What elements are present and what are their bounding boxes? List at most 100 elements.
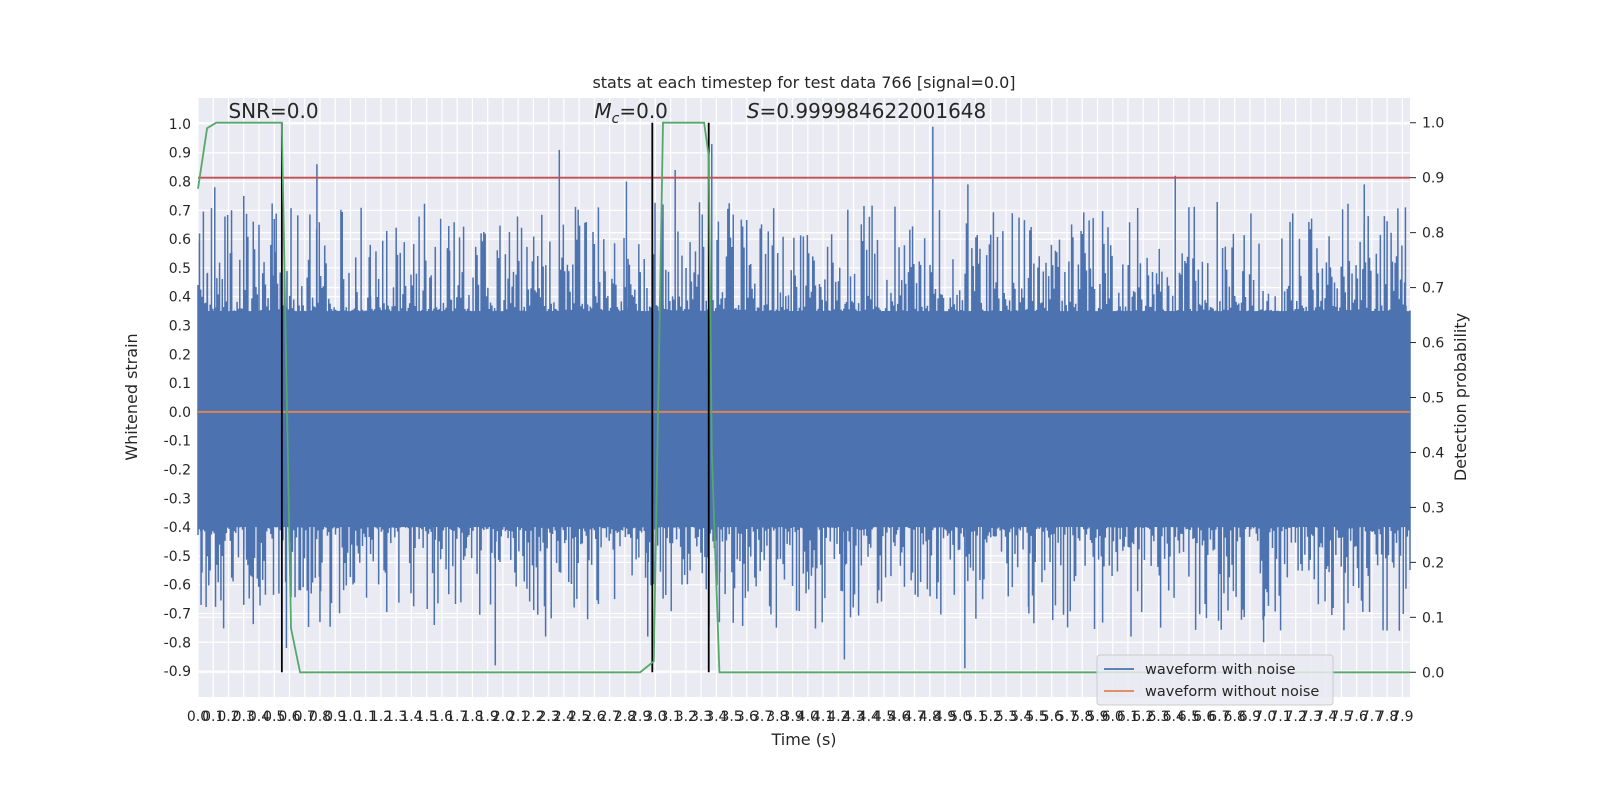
x-tick-label: 2.9 xyxy=(629,709,651,725)
y-tick-label: 0.2 xyxy=(169,347,191,363)
x-tick-label: 4.7 xyxy=(903,709,925,725)
x-tick-label: 5.2 xyxy=(980,709,1002,725)
x-tick-label: 2.3 xyxy=(538,709,560,725)
x-tick-label: 1.2 xyxy=(370,709,392,725)
x-tick-label: 3.9 xyxy=(781,709,803,725)
x-tick-label: 7.0 xyxy=(1254,709,1276,725)
y-tick-label: -0.4 xyxy=(164,520,191,536)
x-tick-label: 2.5 xyxy=(568,709,590,725)
annotation: S=0.999984622001648 xyxy=(747,99,986,123)
x-tick-label: 3.8 xyxy=(766,709,788,725)
x-tick-label: 4.9 xyxy=(934,709,956,725)
x-tick-label: 4.5 xyxy=(873,709,895,725)
x-tick-label: 5.0 xyxy=(949,709,971,725)
y2-tick-label: 0.1 xyxy=(1422,610,1444,626)
y2-axis-label: Detection probability xyxy=(1451,313,1470,481)
x-tick-label: 0.0 xyxy=(187,709,209,725)
x-tick-label: 5.5 xyxy=(1025,709,1047,725)
y-tick-label: 0.4 xyxy=(169,290,191,306)
x-tick-label: 6.5 xyxy=(1178,709,1200,725)
x-tick-label: 1.3 xyxy=(385,709,407,725)
x-axis-ticks: 0.00.10.20.30.40.50.60.70.80.91.01.11.21… xyxy=(187,709,1414,725)
chart-title: stats at each timestep for test data 766… xyxy=(592,73,1015,92)
x-tick-label: 2.0 xyxy=(492,709,514,725)
legend-label-noisy: waveform with noise xyxy=(1145,662,1296,678)
y2-tick-label: 0.5 xyxy=(1422,391,1444,407)
x-tick-label: 2.6 xyxy=(583,709,605,725)
x-tick-label: 6.9 xyxy=(1239,709,1261,725)
x-tick-label: 4.1 xyxy=(812,709,834,725)
y2-tick-label: 0.4 xyxy=(1422,445,1444,461)
x-tick-label: 4.0 xyxy=(797,709,819,725)
x-tick-label: 6.0 xyxy=(1102,709,1124,725)
x-tick-label: 1.8 xyxy=(461,709,483,725)
x-tick-label: 3.7 xyxy=(751,709,773,725)
y2-tick-label: 0.7 xyxy=(1422,281,1444,297)
x-tick-label: 2.2 xyxy=(522,709,544,725)
x-tick-label: 1.7 xyxy=(446,709,468,725)
x-tick-label: 0.8 xyxy=(309,709,331,725)
x-tick-label: 5.4 xyxy=(1010,709,1032,725)
y2-tick-label: 0.8 xyxy=(1422,226,1444,242)
y-tick-label: 0.5 xyxy=(169,261,191,277)
y-tick-label: 0.8 xyxy=(169,175,191,191)
x-tick-label: 2.7 xyxy=(598,709,620,725)
y-tick-label: -0.3 xyxy=(164,491,191,507)
probability-line xyxy=(197,121,1410,674)
x-tick-label: 3.5 xyxy=(720,709,742,725)
x-tick-label: 0.1 xyxy=(202,709,224,725)
y-tick-label: 0.6 xyxy=(169,232,191,248)
y-tick-label: -0.8 xyxy=(164,635,191,651)
x-tick-label: 3.3 xyxy=(690,709,712,725)
x-tick-label: 1.1 xyxy=(355,709,377,725)
noisy-waveform-trace xyxy=(197,126,1411,669)
y-axis-ticks: 1.0 0.9 0.8 0.7 0.6 0.5 0.4 0.3 0.2 0.1 0.0 -0.1 -0.… xyxy=(164,117,191,680)
x-tick-label: 7.3 xyxy=(1300,709,1322,725)
x-tick-label: 4.2 xyxy=(827,709,849,725)
x-tick-label: 6.6 xyxy=(1193,709,1215,725)
x-tick-label: 1.0 xyxy=(339,709,361,725)
x-tick-label: 5.6 xyxy=(1041,709,1063,725)
y-tick-label: -0.5 xyxy=(164,549,191,565)
x-tick-label: 6.3 xyxy=(1147,709,1169,725)
x-tick-label: 0.3 xyxy=(233,709,255,725)
annotation: SNR=0.0 xyxy=(228,99,318,123)
y-tick-label: 0.1 xyxy=(169,376,191,392)
y-tick-label: -0.2 xyxy=(164,462,191,478)
y-tick-label: 0.9 xyxy=(169,146,191,162)
y2-tick-label: 0.0 xyxy=(1422,665,1444,681)
x-tick-label: 4.6 xyxy=(888,709,910,725)
x-tick-label: 7.8 xyxy=(1376,709,1398,725)
x-tick-label: 4.8 xyxy=(919,709,941,725)
noisy-waveform xyxy=(197,126,1411,669)
x-tick-label: 2.8 xyxy=(614,709,636,725)
y-tick-label: -0.9 xyxy=(164,664,191,680)
x-tick-label: 0.2 xyxy=(217,709,239,725)
x-tick-label: 4.4 xyxy=(858,709,880,725)
x-tick-label: 6.8 xyxy=(1224,709,1246,725)
y-tick-label: -0.1 xyxy=(164,434,191,450)
x-tick-label: 5.1 xyxy=(964,709,986,725)
x-tick-label: 5.8 xyxy=(1071,709,1093,725)
x-tick-label: 0.4 xyxy=(248,709,270,725)
x-tick-label: 6.4 xyxy=(1163,709,1185,725)
x-tick-label: 1.6 xyxy=(431,709,453,725)
x-tick-label: 6.7 xyxy=(1208,709,1230,725)
x-tick-label: 0.5 xyxy=(263,709,285,725)
x-tick-label: 5.9 xyxy=(1086,709,1108,725)
x-tick-label: 0.6 xyxy=(278,709,300,725)
x-tick-label: 2.1 xyxy=(507,709,529,725)
x-tick-label: 3.4 xyxy=(705,709,727,725)
y-tick-label: 0.7 xyxy=(169,203,191,219)
y-tick-label: 1.0 xyxy=(169,117,191,133)
x-tick-label: 6.2 xyxy=(1132,709,1154,725)
y2-tick-label: 0.6 xyxy=(1422,336,1444,352)
legend-label-clean: waveform without noise xyxy=(1145,684,1319,700)
y2-tick-label: 0.3 xyxy=(1422,500,1444,516)
x-tick-label: 0.7 xyxy=(294,709,316,725)
x-tick-label: 3.1 xyxy=(659,709,681,725)
y-tick-label: -0.6 xyxy=(164,578,191,594)
x-tick-label: 5.7 xyxy=(1056,709,1078,725)
x-tick-label: 6.1 xyxy=(1117,709,1139,725)
